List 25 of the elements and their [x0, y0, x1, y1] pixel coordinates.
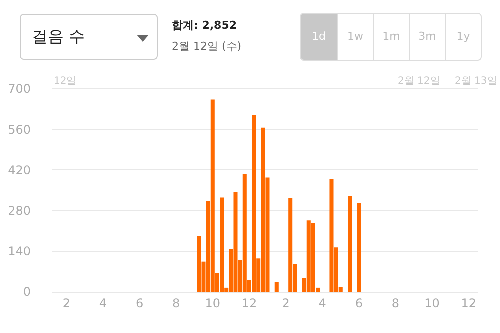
text: 1w [337, 14, 373, 60]
x-tick-label: 4 [318, 296, 326, 310]
text: 3m [409, 14, 445, 60]
text: 1y [445, 14, 481, 60]
text: 2월 12일 (수) [172, 39, 242, 54]
x-tick-label: 12 [242, 296, 258, 310]
x-tick-label: 6 [136, 296, 144, 310]
x-tick-label: 10 [205, 296, 221, 310]
y-tick-label: 560 [8, 122, 31, 137]
x-tick-label: 12 [461, 296, 476, 310]
x-tick-label: 10 [424, 296, 440, 310]
x-tick-label: 8 [172, 296, 180, 310]
y-tick-label: 0 [23, 285, 31, 300]
x-tick-label: 2 [62, 296, 70, 310]
y-tick-label: 420 [8, 163, 31, 178]
x-tick-label: 6 [355, 296, 363, 310]
chart-subtitle: 합계: 2,852 [172, 18, 238, 33]
y-tick-label: 280 [8, 204, 31, 218]
x-tick-label: 4 [99, 296, 108, 310]
x-tick-label: 2 [282, 296, 290, 310]
y-tick-label: 700 [8, 82, 31, 96]
chart-title: 걸음 수 [32, 27, 86, 48]
text: 1m [373, 14, 409, 60]
x-tick-label: 8 [392, 296, 400, 310]
y-tick-label: 140 [8, 244, 31, 259]
